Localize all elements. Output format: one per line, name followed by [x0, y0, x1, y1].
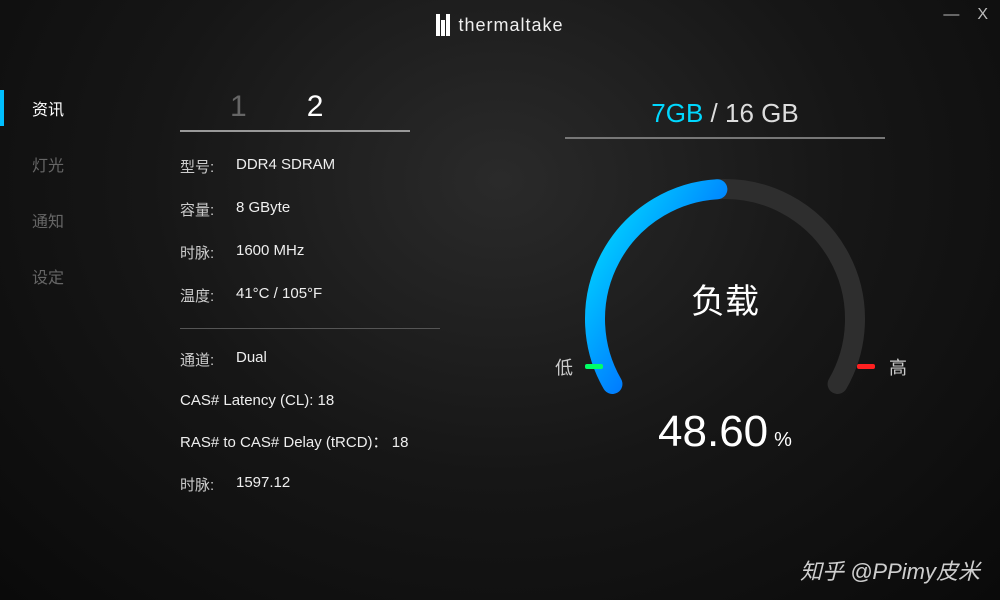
- slot-tabs: 1 2: [180, 90, 410, 132]
- main: 资讯 灯光 通知 设定 1 2 型号: DDR4 SDRAM 容量:: [0, 50, 1000, 600]
- gauge-percent-value: 48.60: [658, 407, 768, 457]
- value-clock2: 1597.12: [236, 474, 290, 495]
- label-capacity: 容量:: [180, 199, 236, 220]
- row-model: 型号: DDR4 SDRAM: [180, 156, 480, 177]
- watermark: 知乎 @PPimy皮米: [800, 554, 980, 586]
- nav-item-lighting[interactable]: 灯光: [0, 136, 120, 192]
- nav-item-info[interactable]: 资讯: [0, 80, 120, 136]
- value-clock: 1600 MHz: [236, 242, 304, 263]
- value-model: DDR4 SDRAM: [236, 156, 335, 177]
- row-ras: RAS# to CAS# Delay (tRCD)： 18: [180, 431, 480, 452]
- gauge-percent-unit: %: [774, 429, 792, 452]
- slot-tab-2[interactable]: 2: [307, 90, 324, 130]
- content: 1 2 型号: DDR4 SDRAM 容量: 8 GByte 时脉: 1600 …: [120, 50, 1000, 600]
- label-channel: 通道:: [180, 349, 236, 370]
- gauge-low-label: 低: [555, 354, 573, 380]
- nav-item-settings[interactable]: 设定: [0, 248, 120, 304]
- info-column: 1 2 型号: DDR4 SDRAM 容量: 8 GByte 时脉: 1600 …: [180, 90, 480, 600]
- minimize-button[interactable]: —: [943, 6, 959, 24]
- row-capacity: 容量: 8 GByte: [180, 199, 480, 220]
- nav-label: 设定: [32, 264, 64, 288]
- gauge-percent: 48.60 %: [658, 407, 792, 457]
- nav-label: 灯光: [32, 152, 64, 176]
- row-clock2: 时脉: 1597.12: [180, 474, 480, 495]
- label-clock: 时脉:: [180, 242, 236, 263]
- brand-logo-icon: [436, 14, 450, 36]
- memory-sep: /: [703, 98, 725, 128]
- label-clock2: 时脉:: [180, 474, 236, 495]
- info-list: 型号: DDR4 SDRAM 容量: 8 GByte 时脉: 1600 MHz …: [180, 156, 480, 495]
- label-temp: 温度:: [180, 285, 236, 306]
- row-clock: 时脉: 1600 MHz: [180, 242, 480, 263]
- gauge-column: 7GB / 16 GB 负载 低 高: [480, 90, 970, 600]
- gauge-high-label: 高: [889, 354, 907, 380]
- value-channel: Dual: [236, 349, 267, 370]
- brand: thermaltake: [436, 14, 563, 36]
- row-temp: 温度: 41°C / 105°F: [180, 285, 480, 306]
- close-button[interactable]: X: [977, 6, 988, 24]
- nav-item-notify[interactable]: 通知: [0, 192, 120, 248]
- nav-label: 资讯: [32, 96, 64, 120]
- slot-tab-1[interactable]: 1: [230, 90, 247, 130]
- window-controls: — X: [943, 6, 988, 24]
- titlebar: thermaltake — X: [0, 0, 1000, 50]
- row-channel: 通道: Dual: [180, 349, 480, 370]
- value-capacity: 8 GByte: [236, 199, 290, 220]
- gauge-low-tick-icon: [585, 364, 603, 369]
- memory-usage: 7GB / 16 GB: [565, 98, 885, 139]
- gauge-high-tick-icon: [857, 364, 875, 369]
- divider: [180, 328, 440, 329]
- nav-label: 通知: [32, 208, 64, 232]
- value-temp: 41°C / 105°F: [236, 285, 322, 306]
- gauge-title: 负载: [691, 274, 759, 323]
- sidebar: 资讯 灯光 通知 设定: [0, 50, 120, 600]
- memory-used: 7GB: [651, 98, 703, 128]
- brand-name: thermaltake: [458, 15, 563, 36]
- gauge: 负载 低 高 48.60 %: [535, 159, 915, 479]
- label-model: 型号:: [180, 156, 236, 177]
- row-cas: CAS# Latency (CL): 18: [180, 392, 480, 409]
- memory-total: 16 GB: [725, 98, 799, 128]
